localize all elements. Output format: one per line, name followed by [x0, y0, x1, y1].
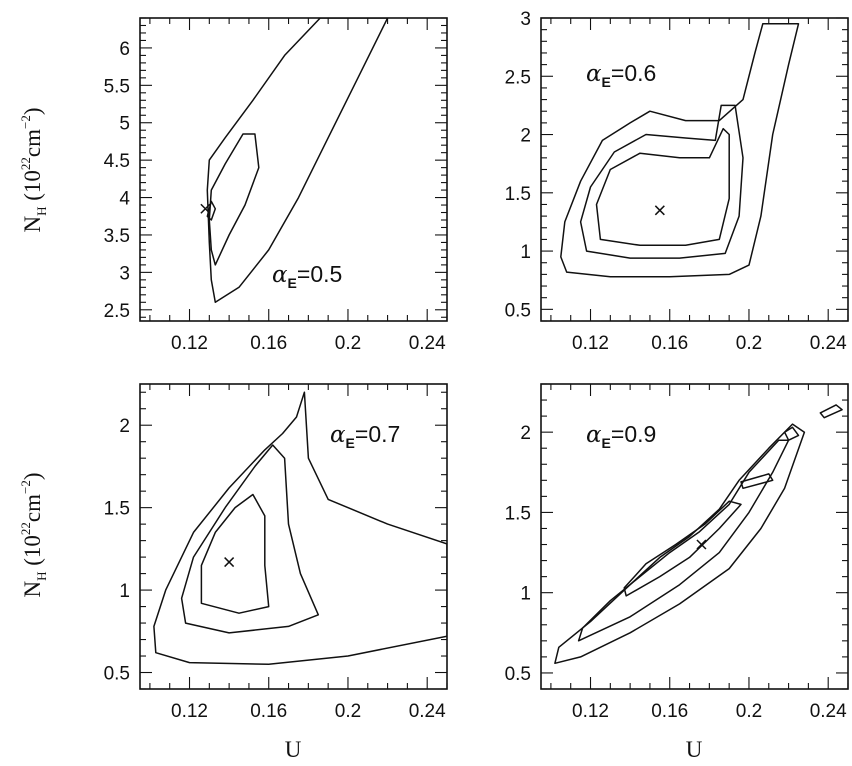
y-tick-label: 2: [520, 126, 531, 147]
x-tick-label: 0.12: [171, 333, 208, 354]
contour-middle: [579, 104, 744, 259]
best-fit-marker: [200, 203, 211, 214]
x-tick-label: 0.24: [810, 333, 847, 354]
y-tick-label: 2.5: [104, 301, 130, 322]
plot-frame: [540, 383, 849, 690]
ylabel-bottom-main: N: [20, 581, 45, 598]
panel-top-left: 0.12 0.16 0.2 0.24 2.5 3 3.5 4 4.5 5 5.5 6 αE=0.5: [104, 17, 448, 354]
y-tick-label: 1: [520, 584, 531, 605]
panel-bottom-right: 0.12 0.16 0.2 0.24 0.5 1 1.5 2 αE=0.9: [505, 383, 849, 722]
contour-islands: [819, 404, 843, 419]
x-tick-label: 0.2: [335, 701, 361, 722]
y-tick-label: 4.5: [104, 151, 130, 172]
contour-outer: [554, 423, 806, 665]
axis-titles: NH (1022cm−2) NH (1022cm−2) U U: [18, 107, 703, 762]
y-tick-label: 2: [119, 416, 130, 437]
contour-inner: [200, 493, 270, 614]
alpha-annotation: αE=0.7: [330, 421, 400, 451]
y-tick-label: 6: [119, 39, 130, 60]
y-tick-label: 2.5: [505, 67, 531, 88]
x-tick-label: 0.12: [171, 701, 208, 722]
y-tick-label: 1: [520, 242, 531, 263]
y-tick-label: 0.5: [505, 300, 531, 321]
x-tick-label: 0.2: [335, 333, 361, 354]
contour-outer: [153, 391, 447, 666]
x-tick-label: 0.2: [736, 701, 762, 722]
ylabel-top-main: N: [20, 216, 45, 233]
contour-inner: [206, 200, 217, 221]
x-tick-label: 0.16: [651, 701, 688, 722]
svg-text:NH (1022cm−2): NH (1022cm−2): [18, 107, 49, 232]
best-fit-marker: [224, 557, 235, 568]
contour-inner: [595, 127, 730, 247]
x-tick-label: 0.16: [651, 333, 688, 354]
alpha-annotation: αE=0.9: [586, 421, 656, 451]
y-tick-label: 5: [119, 114, 130, 135]
panel-bottom-left: 0.12 0.16 0.2 0.24 0.5 1 1.5 2 αE=0.7: [104, 383, 448, 722]
y-tick-label: 4: [119, 189, 130, 210]
panel-top-right: 0.12 0.16 0.2 0.24 0.5 1 1.5 2 2.5 3 αE=0.6: [505, 9, 849, 354]
alpha-annotation: αE=0.5: [272, 261, 342, 291]
x-tick-label: 0.12: [572, 701, 609, 722]
alpha-annotation: αE=0.6: [586, 60, 656, 90]
y-tick-label: 0.5: [104, 664, 130, 685]
plot-frame: [139, 383, 448, 690]
contour-outer: [560, 23, 800, 278]
contours: [153, 391, 447, 666]
xlabel-left: U: [285, 737, 302, 762]
y-tick-label: 1.5: [104, 499, 130, 520]
contour-middle: [208, 133, 260, 266]
contour-outer: [206, 18, 389, 304]
x-tick-label: 0.16: [250, 333, 287, 354]
y-tick-label: 3: [520, 9, 531, 30]
x-tick-label: 0.24: [409, 701, 446, 722]
xlabel-right: U: [686, 737, 703, 762]
contour-islands: [740, 473, 774, 490]
ylabel-top: NH (1022cm−2): [18, 107, 49, 232]
y-tick-label: 3.5: [104, 226, 130, 247]
panels: 0.12 0.16 0.2 0.242.533.544.555.56αE=0.50.1…: [104, 9, 849, 722]
y-tick-label: 1.5: [505, 503, 531, 524]
y-tick-label: 5.5: [104, 76, 130, 97]
y-tick-label: 3: [119, 263, 130, 284]
y-tick-label: 0.5: [505, 664, 531, 685]
x-tick-label: 0.12: [572, 333, 609, 354]
y-tick-label: 1: [119, 581, 130, 602]
contour-middle: [180, 444, 320, 634]
x-tick-label: 0.2: [736, 333, 762, 354]
ylabel-bottom-sub: H: [34, 572, 49, 581]
x-tick-label: 0.16: [250, 701, 287, 722]
contours: [554, 404, 843, 665]
y-tick-label: 1.5: [505, 184, 531, 205]
ylabel-top-sub: H: [34, 207, 49, 216]
contours: [560, 23, 800, 278]
contours: [206, 18, 389, 304]
ylabel-bottom: NH (1022cm−2): [18, 472, 49, 597]
contour-inner: [623, 500, 742, 597]
best-fit-marker: [654, 205, 665, 216]
x-tick-label: 0.24: [810, 701, 847, 722]
plot-frame: [139, 17, 448, 322]
contour-islands: [783, 426, 800, 441]
x-tick-label: 0.24: [409, 333, 446, 354]
best-fit-marker: [696, 539, 707, 550]
svg-text:NH (1022cm−2): NH (1022cm−2): [18, 472, 49, 597]
y-tick-label: 2: [520, 423, 531, 444]
